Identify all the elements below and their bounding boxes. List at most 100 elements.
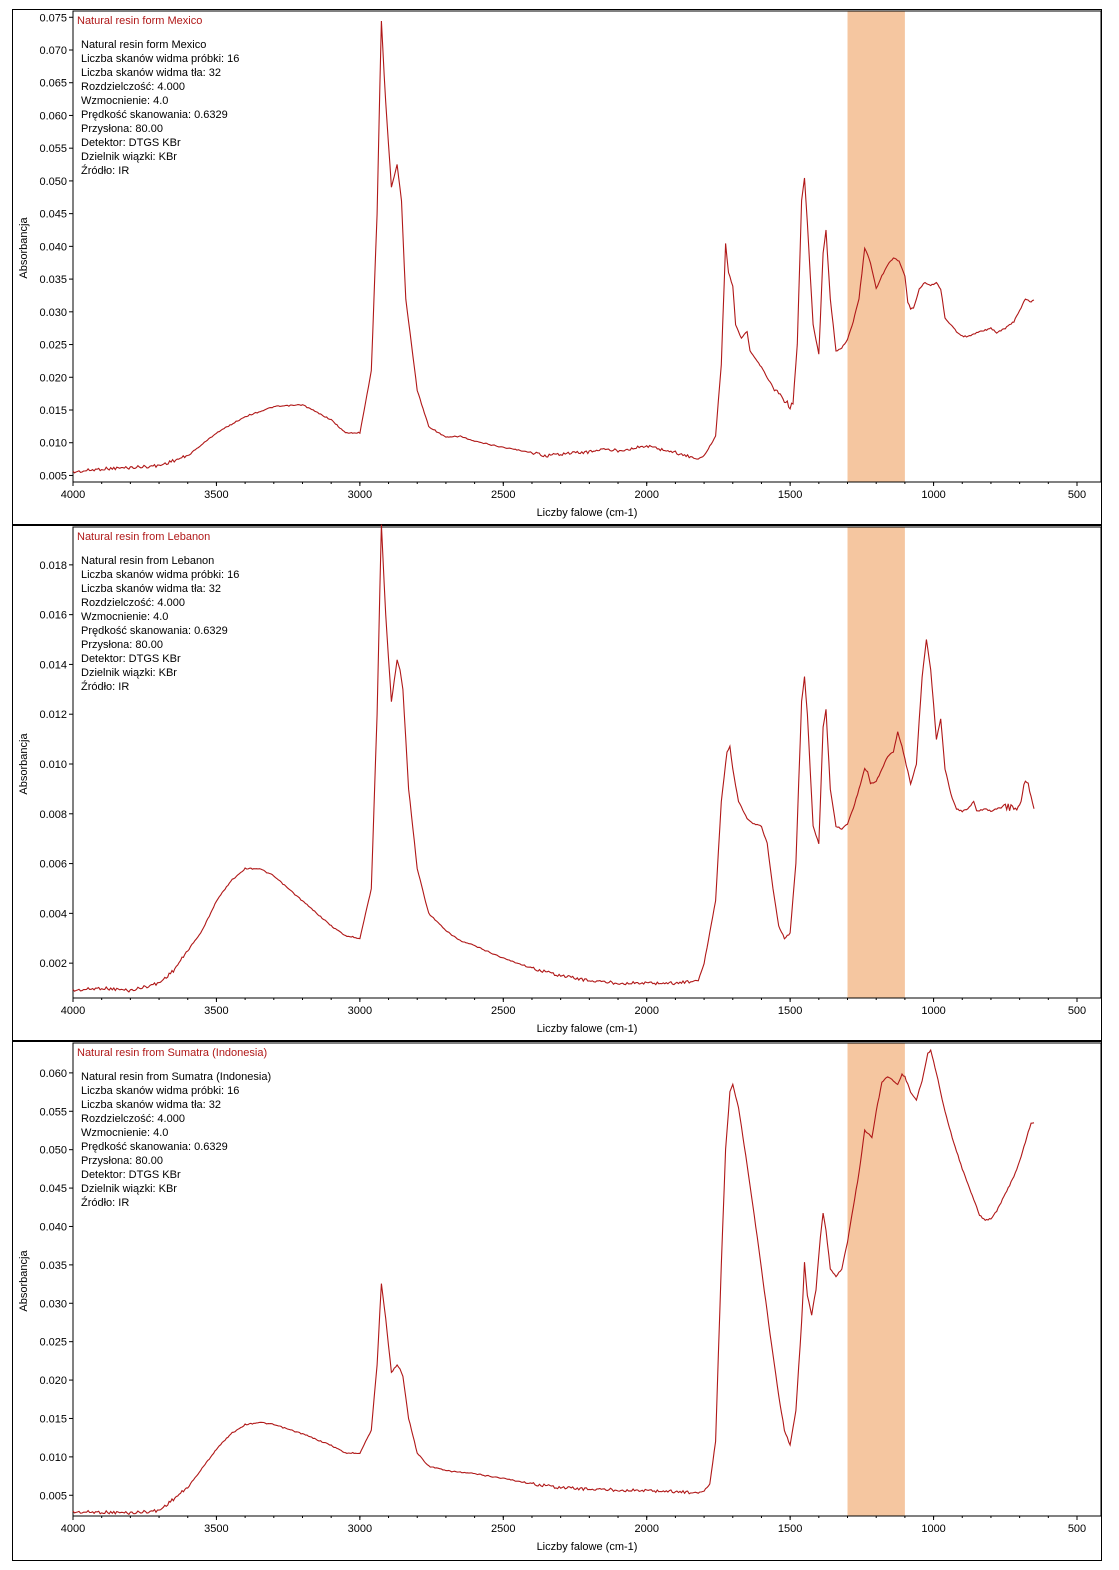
- y-axis-title: Absorbancja: [18, 1250, 30, 1312]
- spectrum-panel-mexico: 0.005 0.010 0.015 0.020 0.025 0.030 0.035 0.040…: [12, 9, 1102, 525]
- info-line: Dzielnik wiązki: KBr: [81, 151, 177, 163]
- y-tick-label: 0.060: [39, 110, 67, 122]
- y-axis-title: Absorbancja: [18, 217, 30, 279]
- y-tick-label: 0.020: [39, 1375, 67, 1387]
- info-line: Liczba skanów widma próbki: 16: [81, 1085, 239, 1097]
- y-tick-label: 0.018: [39, 560, 67, 572]
- y-tick-label: 0.055: [39, 1106, 67, 1118]
- y-tick-label: 0.030: [39, 1298, 67, 1310]
- y-tick-label: 0.025: [39, 340, 67, 352]
- spectrum-chart-mexico: 0.005 0.010 0.015 0.020 0.025 0.030 0.035 0.040…: [18, 10, 1102, 519]
- info-line: Detektor: DTGS KBr: [81, 653, 181, 665]
- x-tick-label: 4000: [61, 1005, 85, 1017]
- x-axis-title: Liczby falowe (cm-1): [537, 1541, 638, 1553]
- x-tick-label: 3500: [204, 1005, 228, 1017]
- y-tick-label: 0.030: [39, 307, 67, 319]
- y-tick-label: 0.012: [39, 709, 67, 721]
- y-tick-label: 0.008: [39, 809, 67, 821]
- info-line: Natural resin from Lebanon: [81, 555, 214, 567]
- y-tick-label: 0.060: [39, 1068, 67, 1080]
- y-tick-label: 0.050: [39, 1145, 67, 1157]
- spectrum-series-line: [72, 1048, 1035, 1516]
- legend-label: Natural resin from Sumatra (Indonesia): [77, 1047, 267, 1059]
- info-line: Źródło: IR: [81, 164, 129, 177]
- y-tick-label: 0.010: [39, 759, 67, 771]
- x-tick-label: 500: [1068, 1523, 1086, 1535]
- x-tick-label: 1500: [778, 1523, 802, 1535]
- plot-frame: [72, 526, 1102, 999]
- info-line: Źródło: IR: [81, 680, 129, 693]
- x-tick-label: 1000: [921, 1005, 945, 1017]
- x-tick-label: 4000: [61, 489, 85, 501]
- y-tick-label: 0.040: [39, 1221, 67, 1233]
- x-tick-label: 3000: [348, 1005, 372, 1017]
- y-tick-label: 0.002: [39, 958, 67, 970]
- y-tick-label: 0.040: [39, 241, 67, 253]
- info-line: Rozdzielczość: 4.000: [81, 1113, 185, 1125]
- x-axis-title: Liczby falowe (cm-1): [537, 1023, 638, 1035]
- info-line: Przysłona: 80.00: [81, 1155, 163, 1167]
- x-tick-label: 3000: [348, 1523, 372, 1535]
- y-tick-label: 0.015: [39, 1413, 67, 1425]
- spectrum-panel-lebanon: 0.002 0.004 0.006 0.008 0.010 0.012 0.014 0.016…: [12, 524, 1102, 1041]
- y-tick-label: 0.050: [39, 176, 67, 188]
- x-tick-label: 3500: [204, 1523, 228, 1535]
- x-tick-label: 1000: [921, 489, 945, 501]
- info-line: Wzmocnienie: 4.0: [81, 611, 168, 623]
- y-tick-label: 0.035: [39, 1260, 67, 1272]
- x-tick-label: 1000: [921, 1523, 945, 1535]
- info-line: Dzielnik wiązki: KBr: [81, 1183, 177, 1195]
- info-line: Przysłona: 80.00: [81, 639, 163, 651]
- info-line: Prędkość skanowania: 0.6329: [81, 1141, 228, 1153]
- x-tick-label: 500: [1068, 1005, 1086, 1017]
- y-tick-label: 0.045: [39, 209, 67, 221]
- x-tick-label: 2000: [634, 1005, 658, 1017]
- y-tick-label: 0.025: [39, 1337, 67, 1349]
- y-tick-label: 0.005: [39, 470, 67, 482]
- y-tick-label: 0.020: [39, 372, 67, 384]
- y-axis-title: Absorbancja: [18, 733, 30, 795]
- highlight-band: [847, 11, 905, 482]
- info-line: Detektor: DTGS KBr: [81, 1169, 181, 1181]
- spectrum-panel-sumatra: 0.005 0.010 0.015 0.020 0.025 0.030 0.035 0.040…: [12, 1041, 1102, 1561]
- spectrum-chart-lebanon: 0.002 0.004 0.006 0.008 0.010 0.012 0.014 0.016…: [18, 524, 1102, 1035]
- info-line: Prędkość skanowania: 0.6329: [81, 109, 228, 121]
- y-tick-label: 0.065: [39, 78, 67, 90]
- x-tick-label: 1500: [778, 1005, 802, 1017]
- x-tick-label: 2000: [634, 489, 658, 501]
- info-line: Przysłona: 80.00: [81, 123, 163, 135]
- y-tick-label: 0.045: [39, 1183, 67, 1195]
- y-tick-label: 0.005: [39, 1490, 67, 1502]
- y-tick-label: 0.016: [39, 610, 67, 622]
- spectrum-series-line: [72, 524, 1035, 993]
- info-line: Liczba skanów widma tła: 32: [81, 67, 221, 79]
- highlight-band: [847, 1043, 905, 1516]
- x-tick-label: 500: [1068, 489, 1086, 501]
- plot-frame: [72, 10, 1102, 483]
- info-line: Liczba skanów widma próbki: 16: [81, 53, 239, 65]
- y-tick-label: 0.055: [39, 143, 67, 155]
- legend-label: Natural resin from Lebanon: [77, 531, 210, 543]
- x-tick-label: 2000: [634, 1523, 658, 1535]
- info-line: Wzmocnienie: 4.0: [81, 95, 168, 107]
- info-line: Liczba skanów widma tła: 32: [81, 1099, 221, 1111]
- info-line: Liczba skanów widma próbki: 16: [81, 569, 239, 581]
- x-tick-label: 3500: [204, 489, 228, 501]
- info-line: Liczba skanów widma tła: 32: [81, 583, 221, 595]
- info-line: Dzielnik wiązki: KBr: [81, 667, 177, 679]
- info-line: Natural resin from Sumatra (Indonesia): [81, 1071, 271, 1083]
- x-axis-title: Liczby falowe (cm-1): [537, 507, 638, 519]
- x-tick-label: 4000: [61, 1523, 85, 1535]
- x-tick-label: 3000: [348, 489, 372, 501]
- y-tick-label: 0.070: [39, 45, 67, 57]
- y-tick-label: 0.015: [39, 405, 67, 417]
- x-tick-label: 2500: [491, 489, 515, 501]
- y-tick-label: 0.006: [39, 859, 67, 871]
- info-line: Natural resin form Mexico: [81, 39, 206, 51]
- info-line: Detektor: DTGS KBr: [81, 137, 181, 149]
- y-tick-label: 0.010: [39, 1452, 67, 1464]
- y-tick-label: 0.035: [39, 274, 67, 286]
- x-tick-label: 1500: [778, 489, 802, 501]
- spectrum-series-line: [72, 20, 1035, 474]
- info-line: Rozdzielczość: 4.000: [81, 597, 185, 609]
